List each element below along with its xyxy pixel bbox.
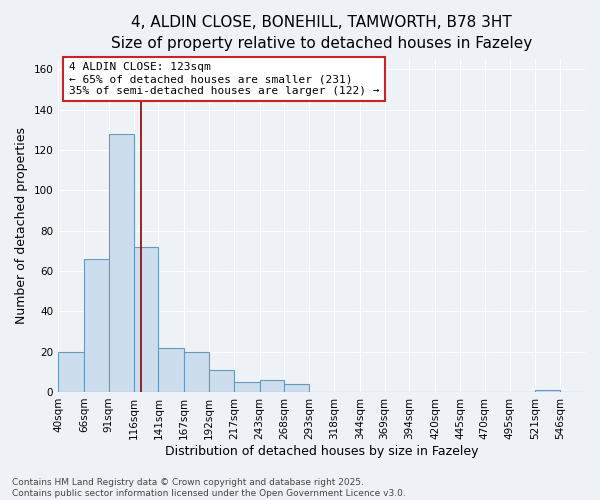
Text: Contains HM Land Registry data © Crown copyright and database right 2025.
Contai: Contains HM Land Registry data © Crown c… <box>12 478 406 498</box>
Bar <box>284 384 309 392</box>
Bar <box>109 134 134 392</box>
Bar <box>535 390 560 392</box>
Bar <box>134 246 158 392</box>
Bar <box>158 348 184 392</box>
Title: 4, ALDIN CLOSE, BONEHILL, TAMWORTH, B78 3HT
Size of property relative to detache: 4, ALDIN CLOSE, BONEHILL, TAMWORTH, B78 … <box>111 15 532 51</box>
Bar <box>209 370 234 392</box>
Bar <box>184 352 209 392</box>
Bar <box>84 259 109 392</box>
Bar <box>260 380 284 392</box>
Bar <box>58 352 84 392</box>
Y-axis label: Number of detached properties: Number of detached properties <box>15 127 28 324</box>
Bar <box>234 382 260 392</box>
Text: 4 ALDIN CLOSE: 123sqm
← 65% of detached houses are smaller (231)
35% of semi-det: 4 ALDIN CLOSE: 123sqm ← 65% of detached … <box>69 62 379 96</box>
X-axis label: Distribution of detached houses by size in Fazeley: Distribution of detached houses by size … <box>165 444 478 458</box>
